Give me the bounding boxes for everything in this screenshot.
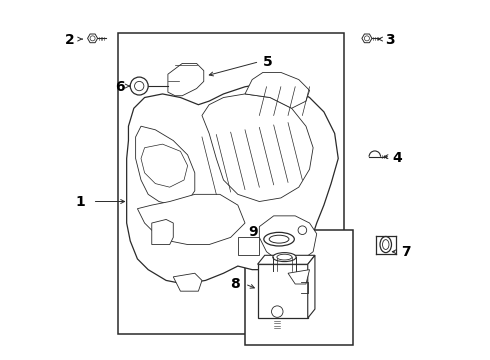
Bar bbox=[238, 237, 259, 255]
Polygon shape bbox=[259, 216, 317, 262]
Polygon shape bbox=[308, 255, 315, 318]
Polygon shape bbox=[202, 94, 313, 202]
Text: 5: 5 bbox=[263, 55, 272, 69]
Circle shape bbox=[130, 77, 148, 95]
Polygon shape bbox=[126, 83, 338, 284]
Polygon shape bbox=[141, 144, 188, 187]
Text: 3: 3 bbox=[385, 33, 394, 47]
Bar bbox=[258, 264, 308, 318]
Ellipse shape bbox=[383, 240, 389, 249]
Text: 8: 8 bbox=[230, 277, 240, 291]
Polygon shape bbox=[136, 126, 195, 205]
Bar bbox=[245, 230, 353, 345]
Ellipse shape bbox=[380, 237, 392, 253]
Text: 7: 7 bbox=[401, 245, 411, 259]
Circle shape bbox=[135, 81, 144, 91]
Text: 2: 2 bbox=[65, 33, 74, 47]
Polygon shape bbox=[137, 194, 245, 244]
Circle shape bbox=[90, 36, 95, 41]
Text: 1: 1 bbox=[75, 194, 85, 208]
Circle shape bbox=[271, 306, 283, 318]
Polygon shape bbox=[258, 255, 315, 264]
Polygon shape bbox=[173, 273, 202, 291]
Circle shape bbox=[298, 226, 307, 234]
Ellipse shape bbox=[269, 235, 289, 243]
Ellipse shape bbox=[277, 254, 292, 260]
Text: 6: 6 bbox=[115, 80, 125, 94]
Bar bbox=[118, 33, 343, 334]
Circle shape bbox=[365, 36, 369, 41]
Text: 4: 4 bbox=[392, 152, 402, 166]
Text: 9: 9 bbox=[248, 225, 258, 239]
Polygon shape bbox=[88, 34, 98, 43]
Polygon shape bbox=[288, 270, 310, 284]
Polygon shape bbox=[245, 72, 310, 108]
Polygon shape bbox=[362, 34, 372, 43]
Ellipse shape bbox=[273, 253, 296, 262]
Polygon shape bbox=[168, 63, 204, 96]
Ellipse shape bbox=[264, 232, 294, 246]
Polygon shape bbox=[152, 220, 173, 244]
